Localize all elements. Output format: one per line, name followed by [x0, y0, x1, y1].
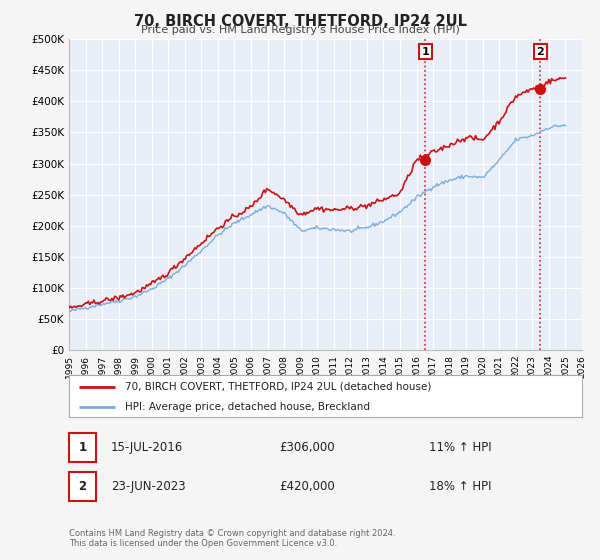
Text: 23-JUN-2023: 23-JUN-2023	[111, 480, 185, 493]
Text: This data is licensed under the Open Government Licence v3.0.: This data is licensed under the Open Gov…	[69, 539, 337, 548]
Text: 15-JUL-2016: 15-JUL-2016	[111, 441, 183, 454]
Text: £420,000: £420,000	[279, 480, 335, 493]
Text: Price paid vs. HM Land Registry's House Price Index (HPI): Price paid vs. HM Land Registry's House …	[140, 25, 460, 35]
Text: HPI: Average price, detached house, Breckland: HPI: Average price, detached house, Brec…	[125, 402, 370, 412]
Text: 1: 1	[79, 441, 86, 454]
Text: 2: 2	[79, 480, 86, 493]
Text: 18% ↑ HPI: 18% ↑ HPI	[429, 480, 491, 493]
Text: 11% ↑ HPI: 11% ↑ HPI	[429, 441, 491, 454]
Text: 70, BIRCH COVERT, THETFORD, IP24 2UL (detached house): 70, BIRCH COVERT, THETFORD, IP24 2UL (de…	[125, 381, 432, 391]
Text: 1: 1	[422, 46, 430, 57]
Text: £306,000: £306,000	[279, 441, 335, 454]
Text: 70, BIRCH COVERT, THETFORD, IP24 2UL: 70, BIRCH COVERT, THETFORD, IP24 2UL	[133, 14, 467, 29]
Text: Contains HM Land Registry data © Crown copyright and database right 2024.: Contains HM Land Registry data © Crown c…	[69, 529, 395, 538]
Text: 2: 2	[536, 46, 544, 57]
